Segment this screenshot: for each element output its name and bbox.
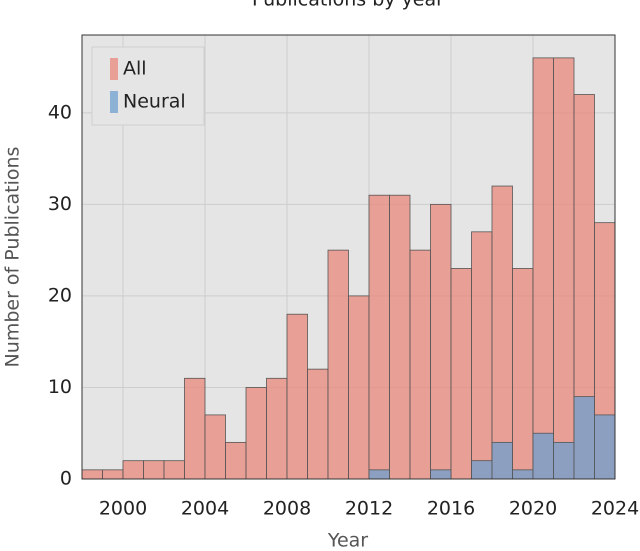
bar xyxy=(512,469,534,480)
bar xyxy=(430,469,452,480)
bar xyxy=(532,432,554,480)
x-tick-label: 2012 xyxy=(345,498,393,520)
x-tick-label: 2008 xyxy=(263,498,311,520)
legend-swatch xyxy=(110,91,118,113)
bar xyxy=(368,469,390,480)
legend-box xyxy=(91,46,205,126)
bar xyxy=(512,268,534,480)
bar xyxy=(491,185,513,480)
legend-swatch xyxy=(110,58,118,80)
x-tick-label: 2024 xyxy=(591,498,639,520)
bar xyxy=(389,194,411,480)
bar xyxy=(471,460,493,480)
y-tick-label: 0 xyxy=(60,468,72,490)
bar xyxy=(225,441,247,480)
bar xyxy=(532,57,554,480)
bar xyxy=(573,396,595,480)
bar xyxy=(266,377,288,480)
x-tick-label: 2016 xyxy=(427,498,475,520)
bar xyxy=(553,441,575,480)
y-tick-label: 20 xyxy=(48,284,72,306)
y-tick-label: 10 xyxy=(48,376,72,398)
bar xyxy=(204,414,226,480)
legend-label: Neural xyxy=(123,91,186,113)
x-tick-label: 2004 xyxy=(181,498,229,520)
bar xyxy=(163,460,185,480)
bar xyxy=(348,295,370,480)
bar xyxy=(368,194,390,480)
plot-frame xyxy=(81,34,616,480)
bar xyxy=(307,368,329,480)
y-tick-label: 40 xyxy=(48,101,72,123)
bar xyxy=(102,469,124,480)
bar xyxy=(471,231,493,480)
bar xyxy=(184,377,206,480)
bar xyxy=(286,313,308,480)
bar xyxy=(553,57,575,480)
y-axis-label: Number of Publications xyxy=(2,147,24,368)
bar xyxy=(430,203,452,480)
bar xyxy=(245,387,267,480)
x-tick-label: 2000 xyxy=(99,498,147,520)
y-tick-label: 30 xyxy=(48,193,72,215)
bar xyxy=(594,414,616,480)
bar xyxy=(327,249,349,480)
legend-label: All xyxy=(123,58,147,80)
x-tick-label: 2020 xyxy=(509,498,557,520)
bar xyxy=(409,249,431,480)
bar xyxy=(450,268,472,480)
bar xyxy=(143,460,165,480)
chart-title: Publications by year xyxy=(252,0,444,11)
x-axis-label: Year xyxy=(327,530,368,551)
bar xyxy=(122,460,144,480)
bar xyxy=(491,441,513,480)
bar xyxy=(81,469,103,480)
